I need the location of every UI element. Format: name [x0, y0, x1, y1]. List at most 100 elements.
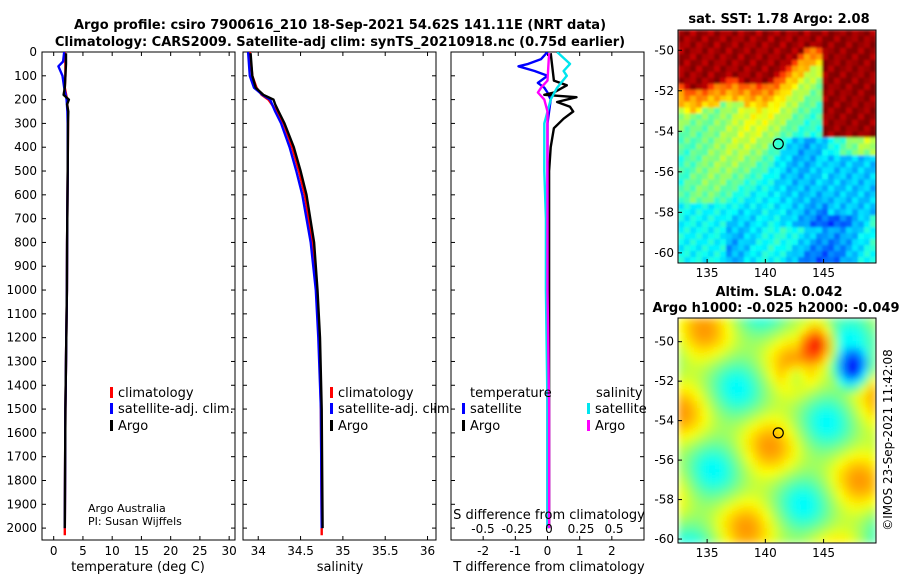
- sla-cell: [700, 415, 710, 424]
- sst-cell: [762, 221, 769, 228]
- sla-cell: [868, 325, 876, 334]
- sla-cell: [853, 520, 862, 529]
- sla-cell: [815, 535, 824, 543]
- depth-tick-label: 300: [14, 116, 37, 130]
- sst-cell: [798, 41, 805, 49]
- sst-cell: [744, 203, 751, 210]
- sst-cell: [858, 125, 865, 133]
- sla-cell: [708, 490, 717, 499]
- sst-cell: [828, 191, 835, 198]
- sst-cell: [720, 137, 727, 145]
- sst-cell: [732, 47, 739, 55]
- sst-cell: [750, 209, 757, 216]
- sla-cell: [830, 393, 839, 402]
- sla-cell: [678, 520, 687, 529]
- sst-cell: [726, 185, 733, 192]
- sst-cell: [810, 209, 817, 216]
- x-tick-label: 25: [192, 544, 207, 558]
- sst-cell: [720, 125, 727, 133]
- legend-label-argo: Argo: [118, 419, 148, 434]
- sst-cell: [708, 35, 715, 43]
- sst-cell: [834, 257, 841, 263]
- sst-cell: [768, 257, 775, 263]
- sla-cell: [815, 348, 824, 357]
- sst-cell: [684, 185, 691, 192]
- sst-cell: [732, 149, 739, 157]
- sst-cell: [690, 107, 697, 115]
- sst-cell: [828, 53, 835, 61]
- sla-map-frame: [677, 317, 877, 544]
- depth-tick-label: 0: [29, 45, 37, 59]
- sst-cell: [792, 95, 799, 103]
- sla-cell: [807, 535, 816, 543]
- sst-cell: [696, 65, 703, 73]
- sla-cell: [792, 430, 801, 439]
- sla-cell: [700, 340, 710, 349]
- sst-cell: [696, 71, 703, 79]
- sst-cell: [720, 155, 727, 163]
- sst-cell: [804, 53, 811, 61]
- sst-cell: [828, 215, 835, 222]
- sla-cell: [754, 468, 763, 477]
- sst-cell: [774, 239, 781, 246]
- sla-cell: [678, 325, 687, 334]
- sst-cell: [702, 191, 709, 198]
- sst-cell: [750, 65, 757, 73]
- sst-cell: [726, 203, 733, 210]
- sst-cell: [750, 53, 757, 61]
- sla-cell: [693, 490, 702, 499]
- sla-cell: [807, 475, 816, 484]
- sla-cell: [678, 340, 687, 349]
- sst-map-title: sat. SST: 1.78 Argo: 2.08: [688, 12, 869, 27]
- sst-cell: [810, 203, 817, 210]
- sst-cell: [774, 131, 781, 139]
- sla-cell: [830, 423, 839, 432]
- sla-cell: [792, 340, 801, 349]
- sla-cell: [815, 445, 824, 454]
- sst-cell: [804, 107, 811, 115]
- sla-cell: [754, 430, 763, 439]
- sst-cell: [870, 89, 876, 97]
- sla-cell: [685, 400, 694, 409]
- sst-cell: [780, 245, 787, 252]
- sst-cell: [774, 155, 781, 163]
- sst-cell: [786, 83, 793, 91]
- sla-cell: [845, 378, 854, 387]
- sst-cell: [822, 215, 829, 222]
- sst-cell: [804, 209, 811, 216]
- sla-cell: [853, 498, 862, 507]
- sla-cell: [822, 505, 831, 514]
- sla-cell: [837, 453, 847, 462]
- sst-cell: [750, 197, 757, 204]
- sla-cell: [860, 408, 869, 417]
- sla-cell: [830, 430, 839, 439]
- sst-cell: [726, 161, 733, 169]
- sst-cell: [684, 47, 691, 55]
- sst-cell: [702, 215, 709, 222]
- sst-cell: [768, 95, 775, 103]
- sst-cell: [738, 125, 745, 133]
- sla-cell: [799, 415, 809, 424]
- sst-cell: [756, 95, 763, 103]
- sst-cell: [690, 113, 697, 121]
- sla-cell: [799, 325, 809, 334]
- sla-cell: [830, 400, 839, 409]
- x-tick-label: 1: [576, 544, 584, 558]
- sst-cell: [870, 53, 876, 61]
- sst-cell: [864, 239, 871, 246]
- sst-cell: [834, 239, 841, 246]
- sst-cell: [750, 233, 757, 240]
- sst-cell: [792, 155, 799, 163]
- sst-cell: [804, 137, 811, 145]
- sla-cell: [716, 333, 725, 342]
- sla-cell: [769, 453, 778, 462]
- sst-cell: [774, 107, 781, 115]
- sst-cell: [780, 131, 787, 139]
- temperature-x-ticks: 0 5 10 15 20 25 30: [50, 52, 237, 558]
- sla-cell: [761, 528, 770, 537]
- x-tick-label: 34: [251, 544, 266, 558]
- sst-cell: [708, 233, 715, 240]
- sst-map-ticks: 135 140 145-50-52-54-56-58-60: [654, 43, 835, 280]
- sst-cell: [792, 239, 799, 246]
- sst-cell: [732, 161, 739, 169]
